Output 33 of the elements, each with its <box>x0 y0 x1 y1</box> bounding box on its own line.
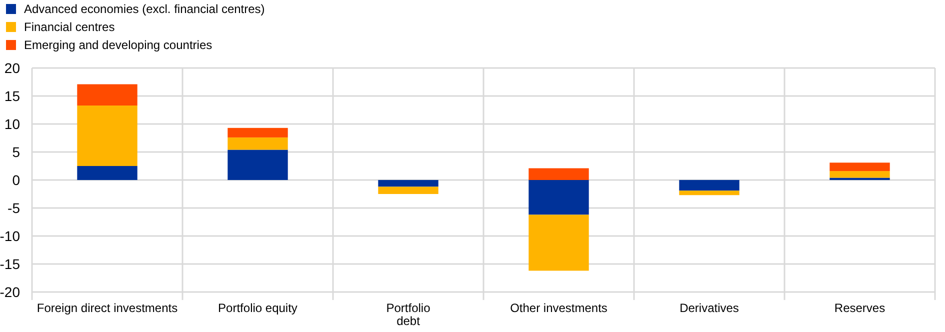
x-tick-label: Reserves <box>834 301 886 315</box>
bar <box>77 84 138 106</box>
y-tick-label: 0 <box>12 172 20 188</box>
x-tick-label: Other investments <box>510 301 608 315</box>
bar <box>830 162 890 172</box>
bar <box>228 137 288 150</box>
bar <box>528 168 589 180</box>
legend-label: Financial centres <box>24 20 115 34</box>
bar <box>528 214 589 271</box>
bar <box>528 180 589 215</box>
x-tick-label: Portfolio equity <box>218 301 298 315</box>
bar <box>228 150 288 180</box>
y-tick-label: 15 <box>4 88 20 104</box>
bar <box>378 180 438 187</box>
y-tick-label: -5 <box>8 200 20 216</box>
bar <box>228 128 288 138</box>
bar <box>378 186 438 194</box>
y-tick-label: 10 <box>4 116 20 132</box>
y-tick-label: -15 <box>0 256 20 272</box>
y-tick-label: 20 <box>4 60 20 76</box>
legend-label: Emerging and developing countries <box>24 38 212 52</box>
bar <box>830 171 890 178</box>
y-tick-label: -20 <box>0 284 20 300</box>
bar <box>77 106 138 166</box>
bar <box>679 180 740 191</box>
x-tick-label: Foreign direct investments <box>36 301 178 315</box>
y-tick-label: -10 <box>0 228 20 244</box>
bar <box>77 166 138 180</box>
bar <box>679 190 740 196</box>
x-tick-label: Portfolio debt <box>386 301 431 328</box>
y-tick-label: 5 <box>12 144 20 160</box>
legend-label: Advanced economies (excl. financial centres) <box>24 2 265 16</box>
x-tick-label: Derivatives <box>680 301 739 315</box>
